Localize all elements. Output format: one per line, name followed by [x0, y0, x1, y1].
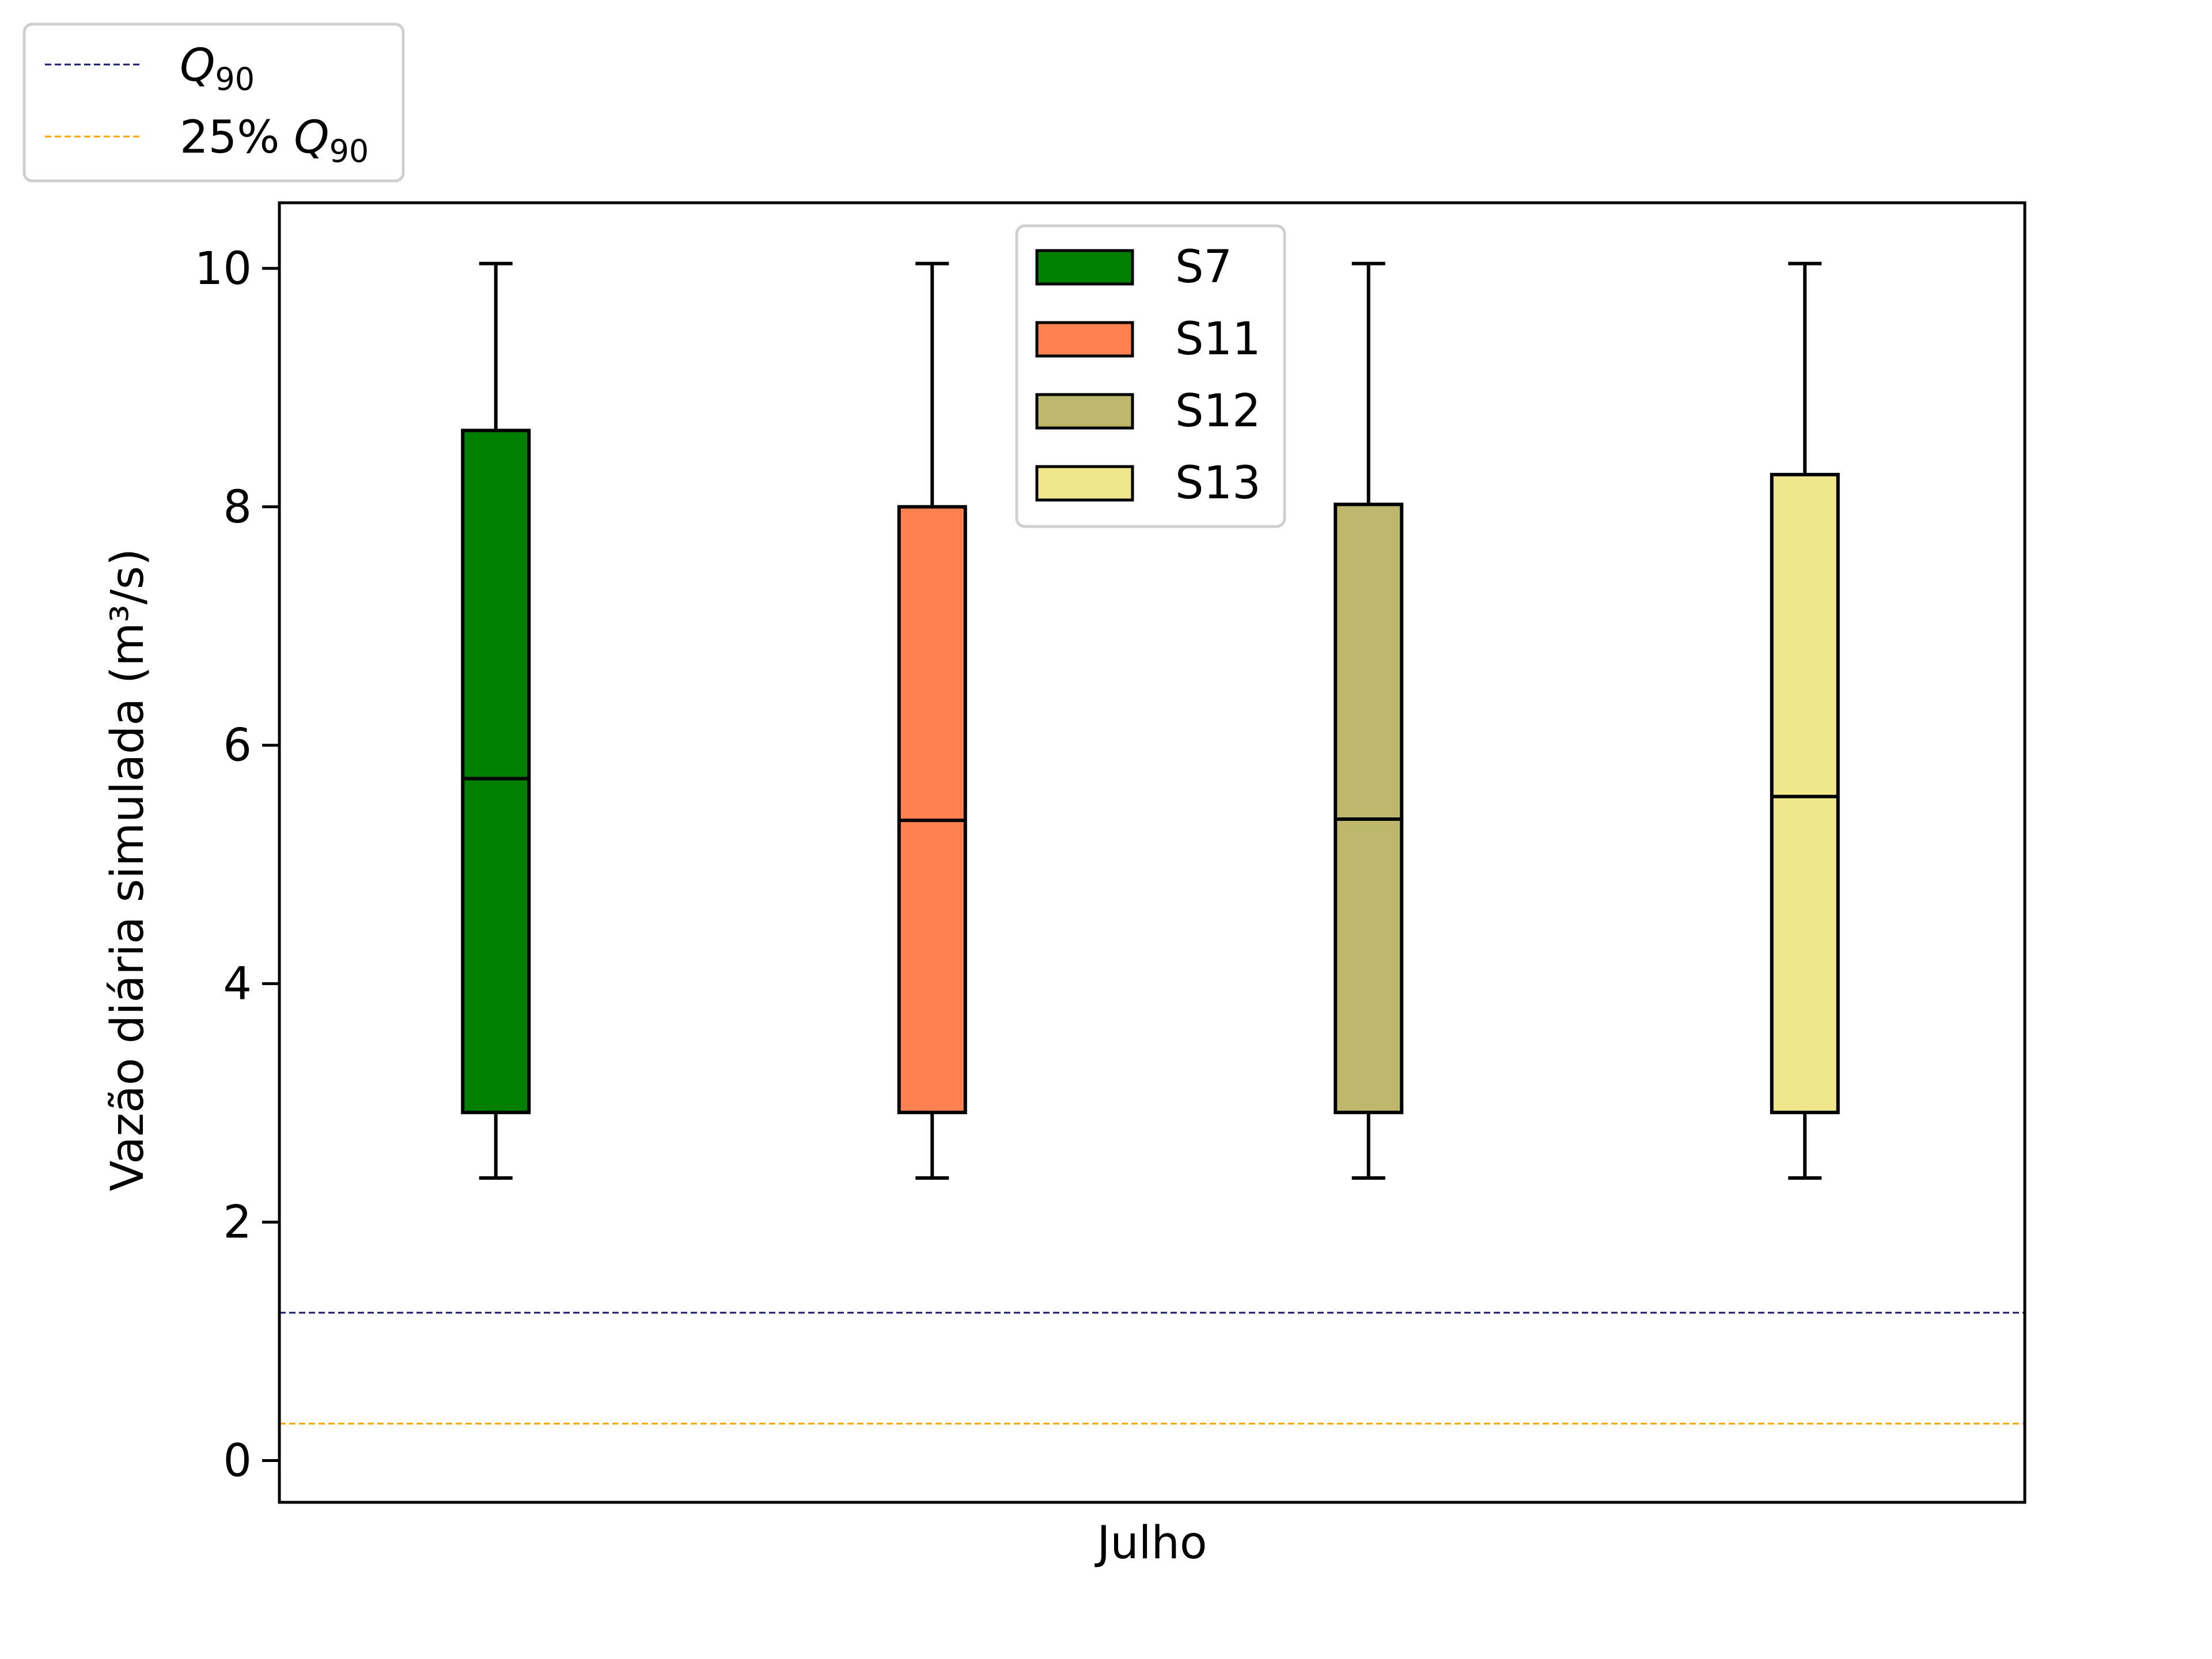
- box-s13: [1770, 262, 1840, 1180]
- legend-label: Q90: [180, 40, 255, 97]
- y-tick-label: 10: [195, 243, 252, 295]
- legend-label: S13: [1175, 457, 1261, 509]
- box-series: [461, 262, 1840, 1180]
- legend-label: S7: [1175, 241, 1232, 293]
- legend-frame: [1015, 224, 1286, 528]
- legend-frame: [22, 22, 405, 183]
- legend-swatch: [1035, 321, 1134, 358]
- y-axis: 0 2 4 6 8 10: [195, 243, 279, 1487]
- y-tick-label: 6: [223, 720, 252, 772]
- y-tick-label: 2: [223, 1197, 252, 1249]
- y-axis-label: Vazão diária simulada (m³/s): [102, 548, 154, 1191]
- legend-label: 25% Q90: [180, 112, 369, 169]
- box-s7: [461, 262, 531, 1180]
- box-body: [461, 429, 531, 1115]
- legend-label: S12: [1175, 385, 1261, 437]
- reference-lines: [279, 1312, 2025, 1425]
- legend-swatch: [1035, 393, 1134, 430]
- reference-line-legend: Q90 25% Q90: [22, 22, 405, 183]
- y-tick-label: 0: [223, 1435, 252, 1487]
- legend-swatch: [1035, 249, 1134, 286]
- box-s12: [1334, 262, 1404, 1180]
- plot-area-frame: [278, 201, 2027, 1504]
- series-legend: S7 S11 S12 S13: [1015, 224, 1286, 528]
- box-body: [897, 505, 967, 1115]
- box-s11: [897, 262, 967, 1180]
- x-axis-label: Julho: [1094, 1517, 1207, 1569]
- legend-swatch: [1035, 465, 1134, 502]
- legend-label: S11: [1175, 313, 1261, 365]
- box-body: [1770, 472, 1840, 1115]
- box-body: [1334, 502, 1404, 1115]
- y-tick-label: 8: [223, 482, 252, 533]
- y-tick-label: 4: [223, 959, 252, 1010]
